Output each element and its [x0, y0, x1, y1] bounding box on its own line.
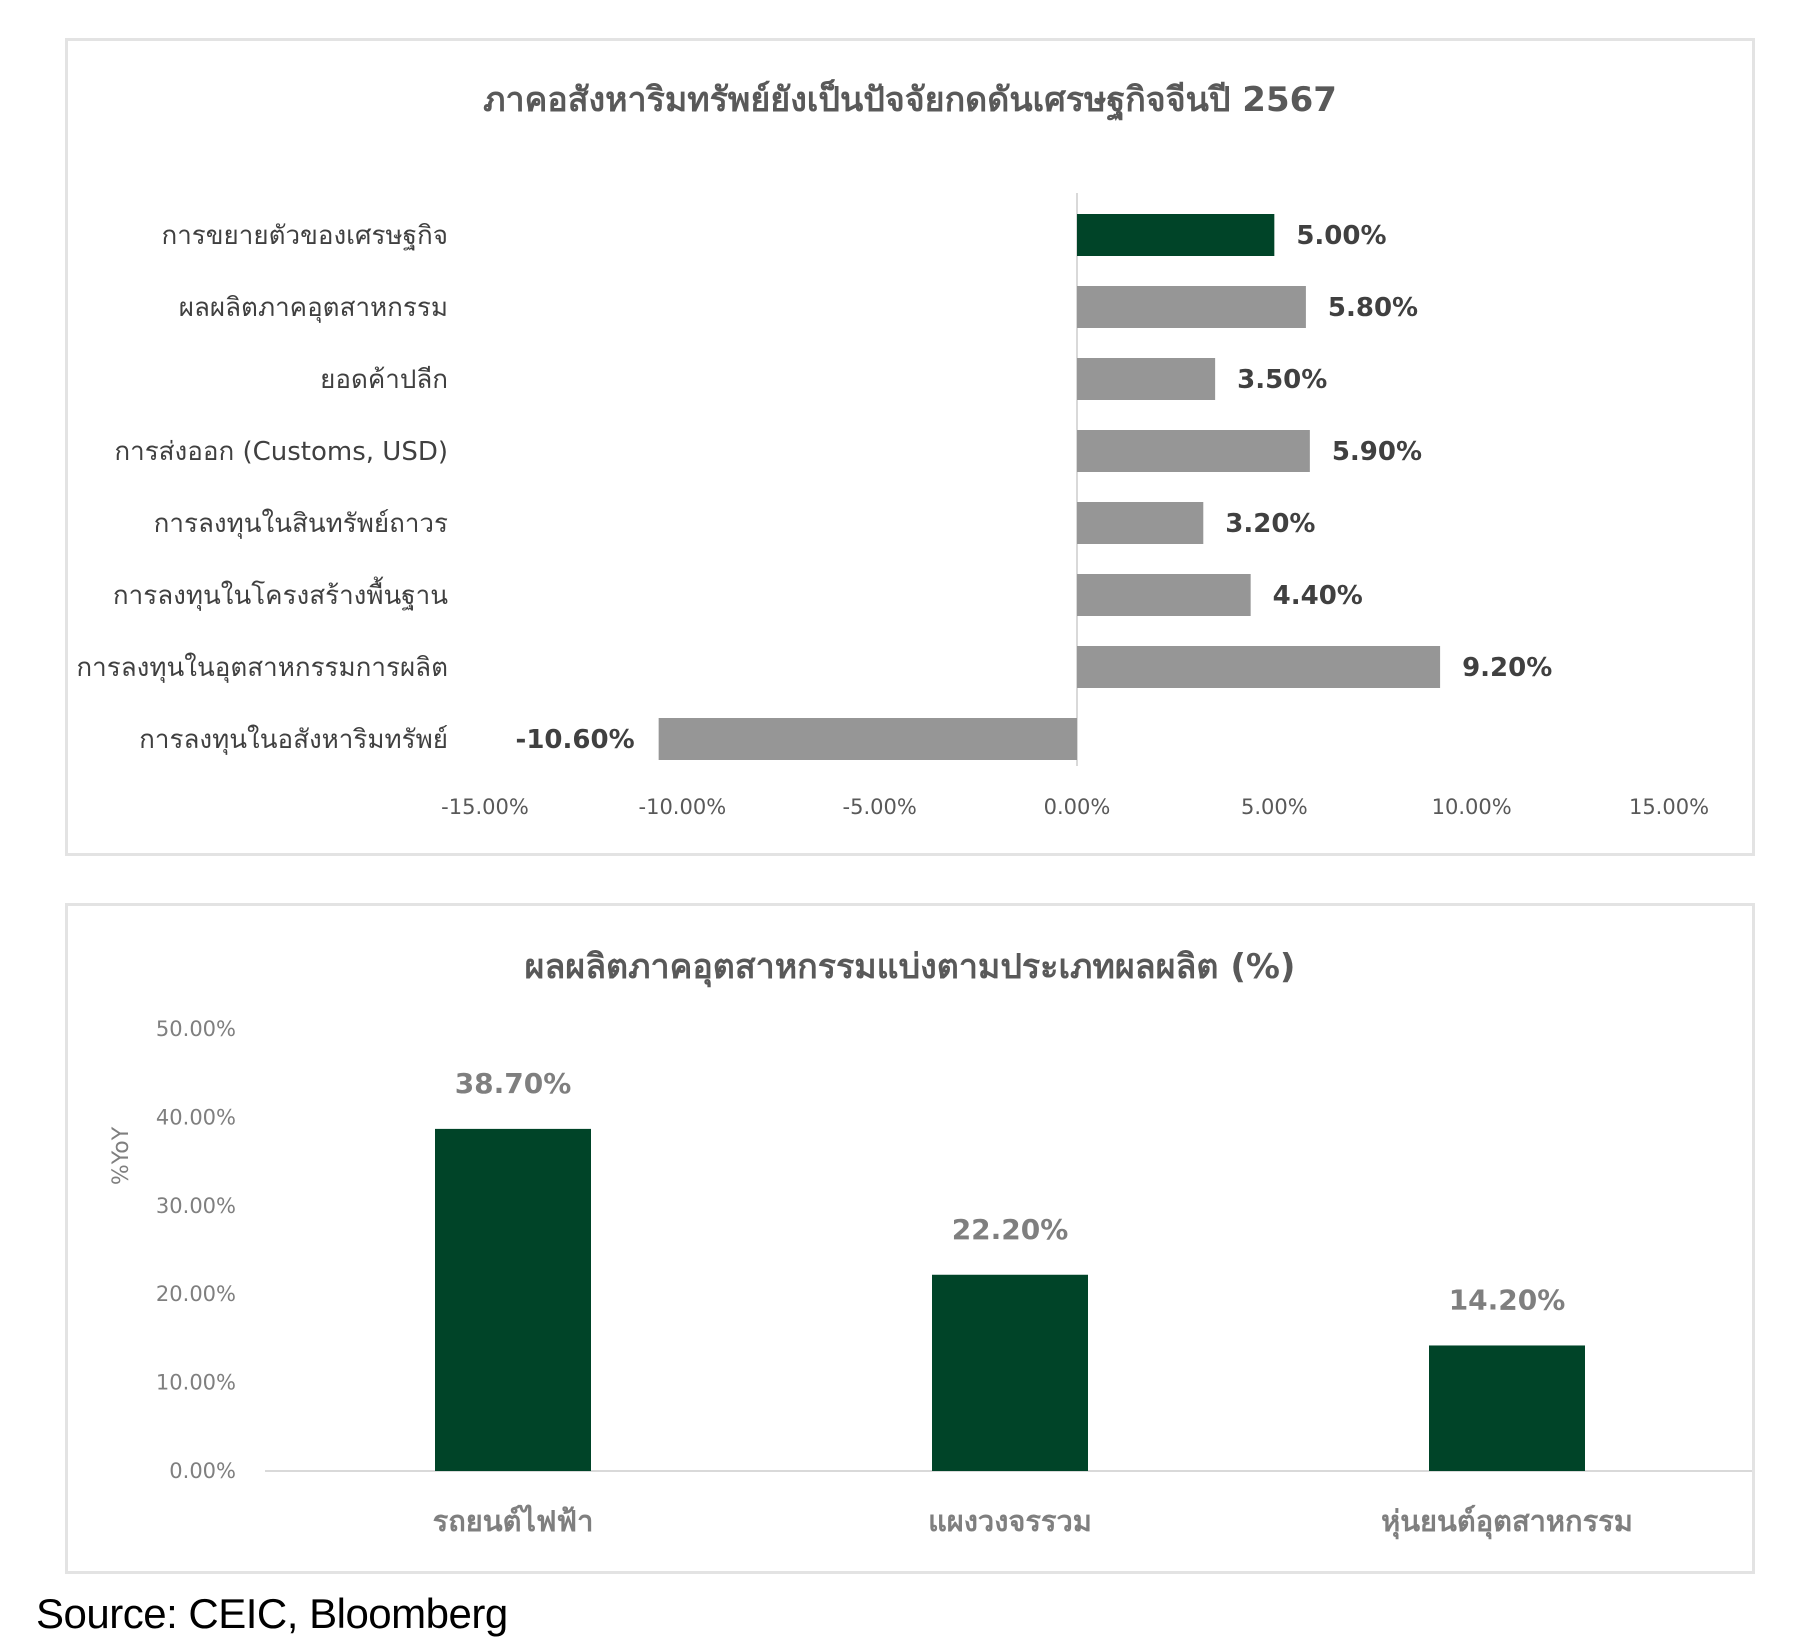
- y-axis-title: %YoY: [109, 1126, 134, 1185]
- y-tick-label: 10.00%: [156, 1371, 236, 1395]
- category-label: ยอดค้าปลีก: [320, 365, 448, 395]
- bar-series: การขยายตัวของเศรษฐกิจ 5.00% ผลผลิตภาคอุตสา…: [76, 214, 1552, 760]
- data-label: 5.90%: [1332, 437, 1422, 467]
- data-label: -10.60%: [516, 725, 635, 755]
- y-tick-label: 0.00%: [169, 1459, 236, 1483]
- bar: [435, 1128, 591, 1471]
- y-tick-label: 50.00%: [156, 1017, 236, 1041]
- source-note: Source: CEIC, Bloomberg: [36, 1590, 508, 1637]
- data-label: 3.20%: [1225, 509, 1315, 539]
- chart-title: ผลผลิตภาคอุตสาหกรรมแบ่งตามประเภทผลผลิต (…: [525, 947, 1296, 988]
- data-label: 14.20%: [1449, 1283, 1566, 1316]
- x-tick-label: -5.00%: [843, 795, 917, 819]
- y-tick-label: 30.00%: [156, 1194, 236, 1218]
- bar: [1077, 214, 1275, 256]
- category-label: รถยนต์ไฟฟ้า: [433, 1504, 594, 1538]
- category-label: การส่งออก (Customs, USD): [114, 437, 448, 467]
- x-tick-label: 5.00%: [1241, 795, 1308, 819]
- real-estate-chart: ภาคอสังหาริมทรัพย์ยังเป็นปัจจัยกดดันเศรษ…: [76, 78, 1709, 819]
- data-label: 5.80%: [1328, 293, 1418, 323]
- bar: [1077, 430, 1310, 472]
- bar-series: 38.70% รถยนต์ไฟฟ้า 22.20% แผงวงจรรวม 14.20% ห…: [433, 1067, 1633, 1539]
- y-tick-label: 40.00%: [156, 1105, 236, 1129]
- x-tick-label: -15.00%: [441, 795, 529, 819]
- category-label: แผงวงจรรวม: [928, 1504, 1092, 1538]
- category-label: การลงทุนในสินทรัพย์ถาวร: [154, 509, 448, 539]
- data-label: 5.00%: [1296, 221, 1386, 251]
- category-label: ผลผลิตภาคอุตสาหกรรม: [179, 293, 448, 323]
- chart-title: ภาคอสังหาริมทรัพย์ยังเป็นปัจจัยกดดันเศรษ…: [483, 78, 1337, 122]
- data-label: 4.40%: [1273, 581, 1363, 611]
- data-label: 9.20%: [1462, 653, 1552, 683]
- data-label: 22.20%: [952, 1213, 1069, 1246]
- bar: [1077, 286, 1306, 328]
- data-label: 38.70%: [455, 1067, 572, 1100]
- y-tick-label: 20.00%: [156, 1282, 236, 1306]
- category-label: หุ่นยนต์อุตสาหกรรม: [1381, 1504, 1633, 1539]
- x-tick-label: 10.00%: [1432, 795, 1512, 819]
- category-label: การลงทุนในอุตสาหกรรมการผลิต: [76, 653, 448, 683]
- x-tick-label: 0.00%: [1044, 795, 1111, 819]
- industrial-output-chart: ผลผลิตภาคอุตสาหกรรมแบ่งตามประเภทผลผลิต (…: [109, 947, 1752, 1539]
- x-axis: -15.00% -10.00% -5.00% 0.00% 5.00% 10.00% 15.0…: [441, 193, 1709, 819]
- bar: [1077, 574, 1251, 616]
- x-tick-label: -10.00%: [639, 795, 727, 819]
- bar: [1077, 358, 1216, 400]
- bar: [658, 718, 1077, 760]
- real-estate-chart-panel: ภาคอสังหาริมทรัพย์ยังเป็นปัจจัยกดดันเศรษ…: [65, 38, 1755, 856]
- category-label: การลงทุนในโครงสร้างพื้นฐาน: [113, 576, 448, 611]
- bar: [932, 1274, 1088, 1471]
- bar: [1429, 1345, 1585, 1471]
- x-tick-label: 15.00%: [1629, 795, 1709, 819]
- data-label: 3.50%: [1237, 365, 1327, 395]
- industrial-output-chart-panel: ผลผลิตภาคอุตสาหกรรมแบ่งตามประเภทผลผลิต (…: [65, 903, 1755, 1574]
- bar: [1077, 502, 1204, 544]
- bar: [1077, 646, 1441, 688]
- category-label: การลงทุนในอสังหาริมทรัพย์: [139, 725, 448, 755]
- category-label: การขยายตัวของเศรษฐกิจ: [161, 221, 448, 251]
